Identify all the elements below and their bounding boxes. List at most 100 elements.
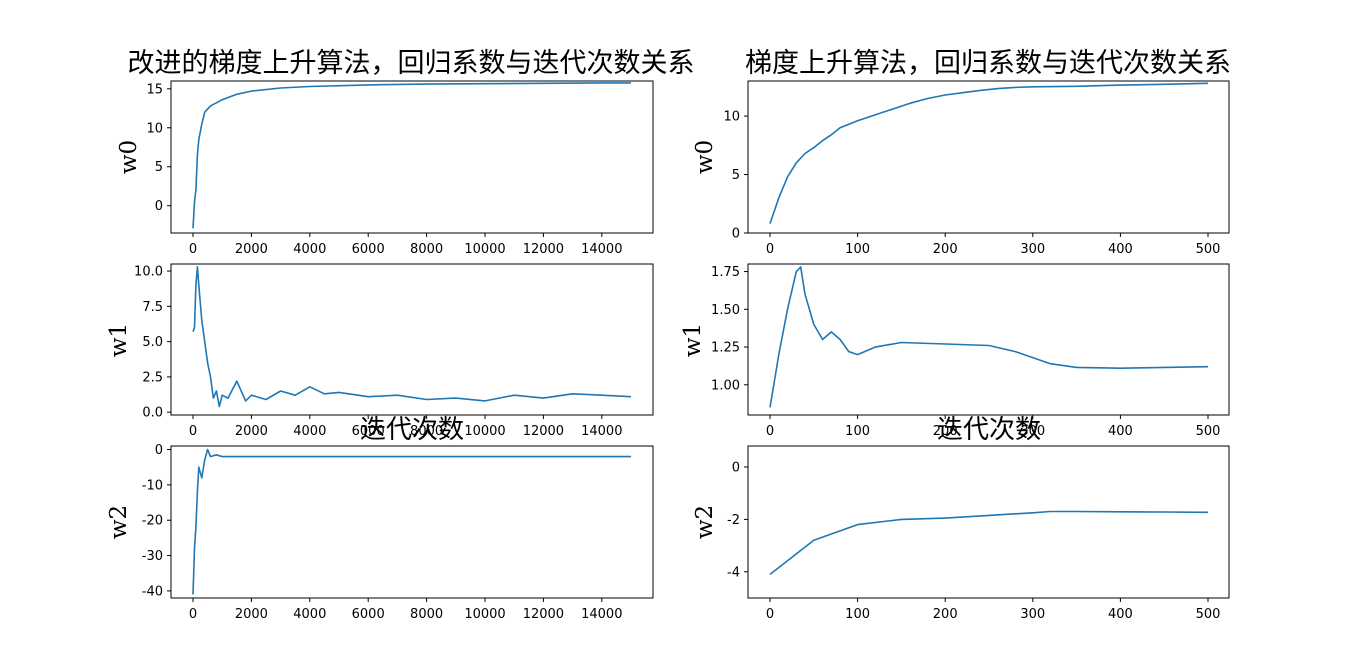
y-tick-label: 0 (732, 460, 740, 475)
x-tick-label: 10000 (464, 424, 505, 439)
plot-left-w2: w2 0 2000 4000 6000 8000 10000 12000 14000 0 -10 -… (106, 443, 654, 622)
y-tick-label: 15 (146, 82, 163, 97)
x-tick-label: 100 (845, 424, 870, 439)
x-tick-label: 12000 (523, 607, 564, 622)
x-tick-label: 500 (1196, 607, 1221, 622)
y-tick-label: 7.5 (142, 300, 163, 315)
x-axis-label-left: 迭代次数 (360, 415, 464, 445)
y-tick-label: 5.0 (142, 335, 163, 350)
y-tick-label: 0.0 (142, 406, 163, 421)
y-tick-label: 10.0 (134, 265, 163, 280)
plot-marks: 0 2000 4000 6000 8000 10000 12000 14000 0 5 10 15 (146, 82, 631, 257)
y-tick-label: 2.5 (142, 370, 163, 385)
x-tick-label: 300 (1020, 607, 1045, 622)
x-tick-label: 0 (766, 242, 774, 257)
x-tick-label: 2000 (235, 424, 268, 439)
x-tick-label: 4000 (293, 607, 326, 622)
x-tick-label: 200 (933, 607, 958, 622)
x-tick-label: 500 (1196, 242, 1221, 257)
y-tick-label: 5 (732, 168, 740, 183)
x-tick-label: 12000 (523, 424, 564, 439)
x-tick-label: 6000 (352, 242, 385, 257)
x-tick-label: 100 (845, 607, 870, 622)
x-tick-label: 300 (1020, 242, 1045, 257)
y-tick-label: 1.50 (711, 303, 740, 318)
y-tick-label: 10 (723, 110, 740, 125)
x-tick-label: 10000 (464, 242, 505, 257)
series-line (192, 265, 632, 408)
y-axis-label: w1 (106, 323, 132, 357)
x-axis-label-right: 迭代次数 (937, 415, 1041, 445)
x-tick-label: 8000 (410, 607, 443, 622)
x-tick-label: 14000 (581, 607, 622, 622)
x-tick-label: 2000 (235, 607, 268, 622)
axes-frame (170, 80, 654, 234)
x-tick-label: 10000 (464, 607, 505, 622)
y-axis-label: w2 (692, 505, 718, 539)
y-tick-label: 0 (155, 199, 163, 214)
plot-marks: 0 100 200 300 400 500 0 5 10 (723, 82, 1221, 257)
x-tick-label: 400 (1108, 242, 1133, 257)
y-tick-label: -10 (142, 478, 163, 493)
y-tick-label: 1.75 (711, 265, 740, 280)
x-tick-label: 8000 (410, 242, 443, 257)
y-tick-label: 10 (146, 121, 163, 136)
y-tick-label: 1.00 (711, 378, 740, 393)
y-tick-label: -30 (142, 549, 163, 564)
plot-marks: 0 2000 4000 6000 8000 10000 12000 14000 0 -10 -20 -… (142, 443, 631, 622)
series-line (769, 266, 1209, 408)
x-tick-label: 12000 (523, 242, 564, 257)
x-tick-label: 2000 (235, 242, 268, 257)
y-tick-label: 5 (155, 160, 163, 175)
x-tick-label: 0 (189, 607, 197, 622)
x-tick-label: 4000 (293, 242, 326, 257)
chart-title-right: 梯度上升算法，回归系数与迭代次数关系 (745, 48, 1231, 79)
plot-right-w2: w2 0 100 200 300 400 500 0 -2 -4 (692, 445, 1230, 622)
plot-marks: 0 100 200 300 400 500 1.00 1.25 1.50 1.75 (711, 265, 1220, 439)
x-tick-label: 300 (1020, 424, 1045, 439)
x-tick-label: 6000 (352, 424, 385, 439)
y-tick-label: 0 (732, 227, 740, 242)
axes-frame (170, 263, 654, 416)
x-tick-label: 0 (766, 424, 774, 439)
x-tick-label: 14000 (581, 424, 622, 439)
plot-left-w1: w1 0 2000 4000 6000 8000 10000 12000 14000 0.0 2.… (106, 263, 654, 439)
x-tick-label: 4000 (293, 424, 326, 439)
y-axis-label: w0 (116, 140, 142, 174)
y-tick-label: 1.25 (711, 341, 740, 356)
x-tick-label: 0 (189, 242, 197, 257)
x-tick-label: 6000 (352, 607, 385, 622)
x-tick-label: 100 (845, 242, 870, 257)
y-tick-label: -2 (727, 513, 740, 528)
y-tick-label: -4 (727, 565, 740, 580)
y-axis-label: w1 (680, 323, 706, 357)
x-tick-label: 0 (189, 424, 197, 439)
series-line (192, 82, 631, 229)
plot-marks: 0 100 200 300 400 500 0 -2 -4 (727, 460, 1220, 622)
x-tick-label: 400 (1108, 424, 1133, 439)
y-tick-label: -20 (142, 514, 163, 529)
x-tick-label: 0 (766, 607, 774, 622)
y-axis-label: w2 (106, 505, 132, 539)
x-tick-label: 8000 (410, 424, 443, 439)
plot-left-w0: w0 0 2000 4000 6000 8000 10000 12000 14000 0 5 10 1… (116, 80, 654, 257)
series-line (769, 82, 1209, 224)
plot-right-w0: w0 0 100 200 300 400 500 0 5 10 (692, 80, 1230, 257)
axes-frame (170, 445, 654, 599)
axes-frame (747, 80, 1230, 234)
y-tick-label: 0 (155, 443, 163, 458)
series-line (769, 510, 1209, 576)
y-axis-label: w0 (692, 140, 718, 174)
x-tick-label: 400 (1108, 607, 1133, 622)
axes-frame (747, 263, 1230, 416)
series-line (192, 448, 631, 595)
axes-frame (747, 445, 1230, 599)
x-tick-label: 14000 (581, 242, 622, 257)
chart-title-left: 改进的梯度上升算法，回归系数与迭代次数关系 (128, 48, 695, 79)
x-tick-label: 200 (933, 242, 958, 257)
y-tick-label: -40 (142, 584, 163, 599)
x-tick-label: 500 (1196, 424, 1221, 439)
plot-marks: 0 2000 4000 6000 8000 10000 12000 14000 0.0 2.5 5.… (134, 265, 632, 439)
